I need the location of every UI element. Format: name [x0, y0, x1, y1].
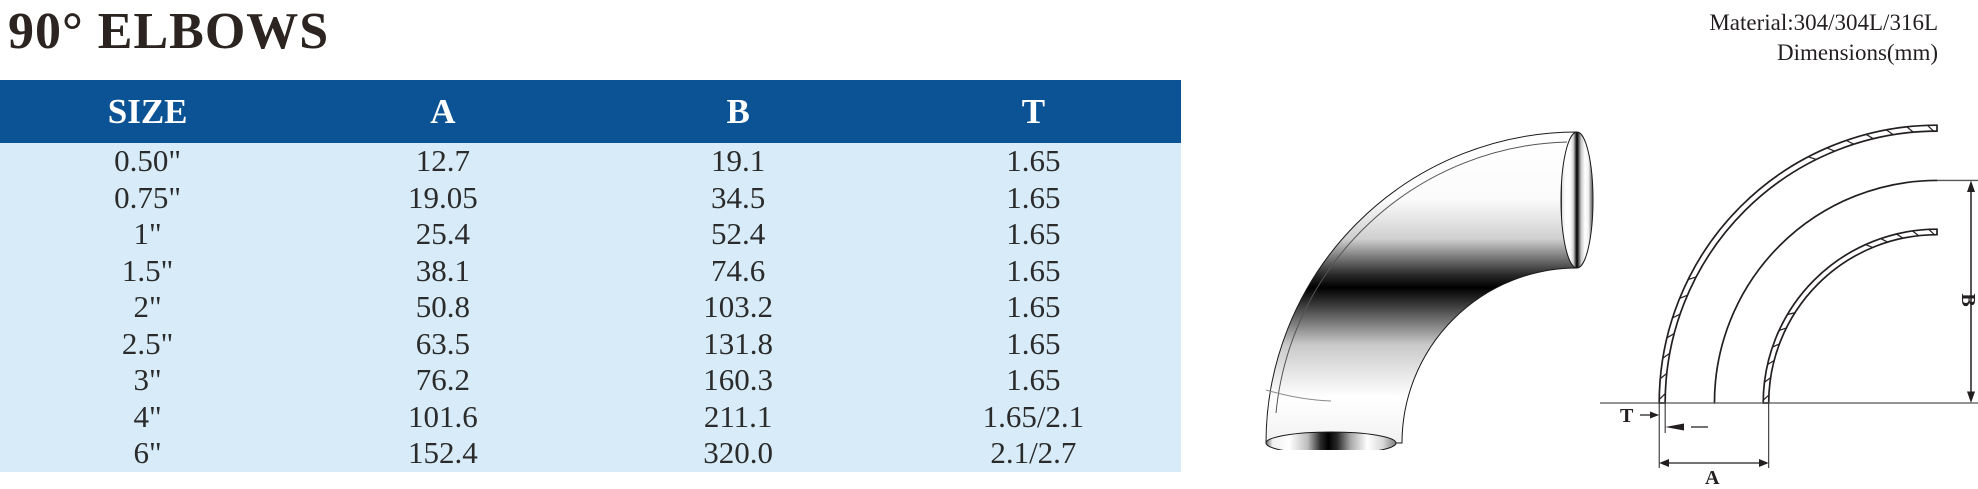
svg-text:T: T: [1620, 405, 1634, 427]
svg-text:A: A: [1705, 467, 1720, 489]
svg-text:B: B: [1957, 293, 1978, 306]
